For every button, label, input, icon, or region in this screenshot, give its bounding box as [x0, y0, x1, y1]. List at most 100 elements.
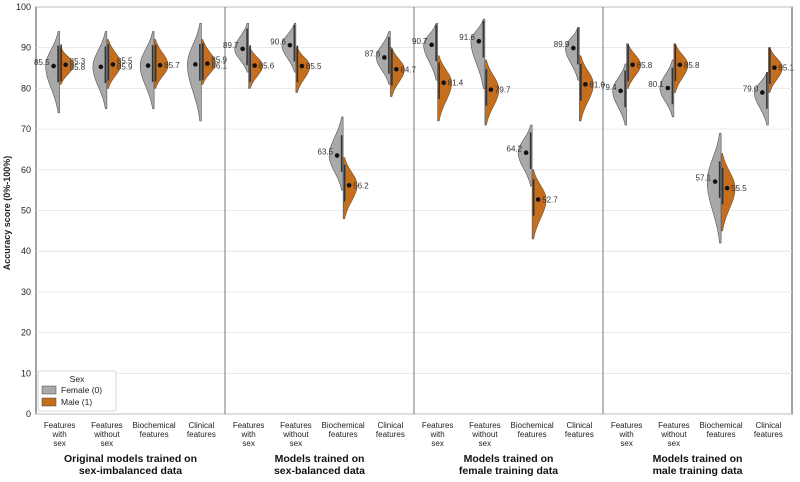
female-value-label: 64.2: [507, 145, 523, 154]
category-label: Features: [422, 421, 454, 430]
female-mean-point: [665, 85, 671, 91]
male-value-label: 85.8: [70, 63, 86, 72]
group-label: sex-imbalanced data: [79, 465, 182, 477]
category-label: Features: [611, 421, 643, 430]
female-mean-point: [760, 90, 765, 95]
female-mean-point: [240, 46, 245, 52]
male-value-label: 85.8: [684, 61, 700, 70]
male-value-label: 85.5: [306, 62, 322, 71]
y-tick-label: 0: [26, 409, 31, 419]
female-mean-point: [712, 179, 718, 184]
category-label: sex: [101, 439, 113, 448]
female-violin: [565, 27, 580, 81]
legend-label-female: Female (0): [61, 385, 102, 395]
female-value-label: 90.7: [412, 37, 428, 46]
male-value-label: 85.5: [117, 56, 133, 65]
female-violin: [470, 18, 486, 89]
female-mean-point: [145, 63, 151, 68]
male-value-label: 85.7: [164, 61, 180, 70]
category-label: Biochemical: [511, 421, 554, 430]
female-value-label: 57.1: [696, 174, 712, 183]
female-violin: [423, 22, 438, 81]
category-label: sex: [431, 439, 443, 448]
category-label: Clinical: [755, 421, 781, 430]
y-tick-label: 90: [21, 43, 31, 53]
category-label: without: [93, 430, 120, 439]
male-mean-point: [583, 82, 588, 87]
male-mean-point: [205, 61, 210, 66]
male-violin: [437, 55, 452, 122]
group-separators: [224, 7, 604, 414]
male-violin: [390, 47, 405, 97]
female-value-label: 79.0: [743, 84, 759, 93]
legend-label-male: Male (1): [61, 397, 92, 407]
male-mean-point: [394, 66, 399, 72]
category-label: features: [329, 430, 358, 439]
y-axis-title: Accuracy score (0%-100%): [2, 156, 12, 271]
category-label: without: [471, 430, 498, 439]
group-label: Original models trained on: [64, 453, 197, 465]
legend-title: Sex: [70, 374, 85, 384]
female-violin: [187, 22, 202, 122]
female-violin: [754, 71, 769, 126]
category-label: sex: [668, 439, 680, 448]
legend: Sex Female (0) Male (1): [37, 370, 117, 412]
legend-box: [37, 370, 117, 412]
female-value-label: 63.5: [318, 148, 334, 157]
category-label: Clinical: [188, 421, 214, 430]
group-label: Models trained on: [275, 453, 365, 465]
group-label: male training data: [653, 465, 743, 477]
male-value-label: 85.8: [637, 61, 653, 70]
category-label: sex: [290, 439, 302, 448]
group-label: Models trained on: [653, 453, 743, 465]
male-value-label: 85.3: [70, 57, 86, 66]
male-mean-point: [299, 63, 305, 69]
category-label: Features: [658, 421, 690, 430]
female-mean-point: [523, 150, 529, 156]
female-value-label: 85.5: [34, 58, 50, 67]
category-label: Features: [469, 421, 501, 430]
female-mean-point: [476, 38, 482, 44]
female-violin: [612, 63, 627, 126]
category-label: sex: [620, 439, 632, 448]
male-mean-point: [630, 62, 635, 68]
y-tick-label: 10: [21, 368, 31, 378]
category-label: features: [565, 430, 594, 439]
y-tick-label: 80: [21, 83, 31, 93]
category-label: Biochemical: [700, 421, 743, 430]
category-label: Features: [280, 421, 312, 430]
male-value-label: 85.9: [211, 56, 227, 65]
male-mean-point: [677, 62, 683, 68]
category-label: sex: [242, 439, 254, 448]
category-label: features: [140, 430, 169, 439]
male-mean-point: [346, 182, 352, 188]
female-value-label: 87.6: [365, 49, 381, 58]
female-mean-point: [382, 55, 387, 60]
category-label: without: [660, 430, 687, 439]
male-violin: [579, 55, 594, 122]
y-tick-label: 50: [21, 206, 31, 216]
female-violin: [45, 31, 60, 114]
male-value-label: 85.6: [259, 62, 275, 71]
female-mean-point: [334, 153, 340, 158]
category-label: Biochemical: [322, 421, 365, 430]
category-label: Clinical: [377, 421, 403, 430]
y-tick-label: 30: [21, 287, 31, 297]
male-value-label: 52.7: [542, 196, 558, 205]
category-label: Features: [91, 421, 123, 430]
female-value-label: 91.6: [459, 33, 475, 42]
male-mean-point: [724, 185, 730, 191]
male-value-label: 55.5: [731, 184, 747, 193]
y-tick-label: 60: [21, 165, 31, 175]
female-violin: [517, 124, 533, 187]
male-mean-point: [63, 62, 68, 68]
category-label: features: [707, 430, 736, 439]
category-label: with: [619, 430, 634, 439]
female-violin: [139, 31, 155, 110]
category-label: features: [376, 430, 405, 439]
y-axis: 0 10 20 30 40 50 60 70 80 90 100: [16, 2, 31, 419]
male-value-label: 84.7: [400, 65, 416, 74]
male-violin: [768, 47, 783, 93]
male-mean-point: [772, 65, 777, 70]
